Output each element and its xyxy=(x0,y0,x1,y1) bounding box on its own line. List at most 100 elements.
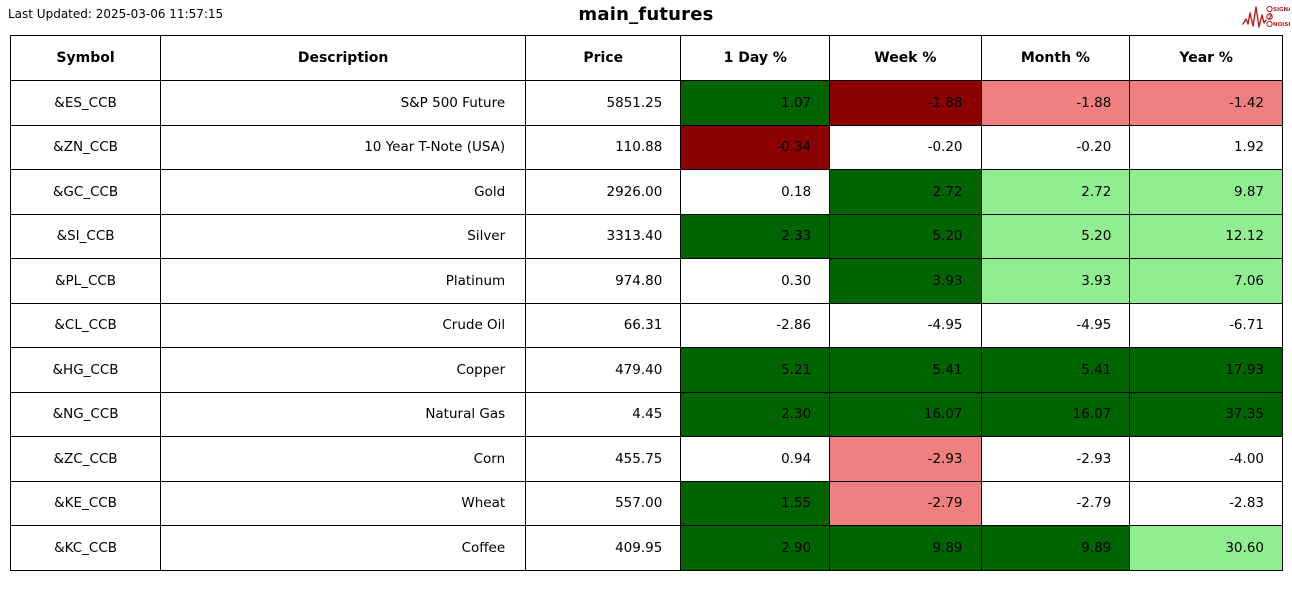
pct-cell-year: 7.06 xyxy=(1129,258,1283,304)
pct-cell-month: 2.72 xyxy=(980,169,1131,215)
price-cell: 455.75 xyxy=(525,436,682,482)
pct-cell-1day: 2.33 xyxy=(680,213,831,259)
pct-cell-week: -2.79 xyxy=(829,480,982,526)
symbol-cell: &GC_CCB xyxy=(9,169,162,215)
description-cell: Wheat xyxy=(160,480,527,526)
symbol-cell: &SI_CCB xyxy=(9,213,162,259)
pct-cell-year: -6.71 xyxy=(1129,302,1283,348)
pct-cell-month: -0.20 xyxy=(980,124,1131,170)
pct-cell-1day: 1.55 xyxy=(680,480,831,526)
pct-cell-year: -4.00 xyxy=(1129,436,1283,482)
description-cell: Natural Gas xyxy=(160,391,527,437)
pct-cell-week: 5.20 xyxy=(829,213,982,259)
page-title: main_futures xyxy=(578,4,714,25)
column-header-week: Week % xyxy=(829,35,982,81)
pct-cell-week: -1.88 xyxy=(829,80,982,126)
pct-cell-1day: 1.07 xyxy=(680,80,831,126)
symbol-cell: &KC_CCB xyxy=(9,525,162,571)
table-row: &KE_CCB Wheat 557.00 1.55 -2.79 -2.79 -2.83 xyxy=(9,480,1283,526)
pct-cell-year: -1.42 xyxy=(1129,80,1283,126)
pct-cell-month: -2.79 xyxy=(980,480,1131,526)
symbol-cell: &HG_CCB xyxy=(9,347,162,393)
pct-cell-month: -1.88 xyxy=(980,80,1131,126)
pct-cell-month: -4.95 xyxy=(980,302,1131,348)
column-header-description: Description xyxy=(160,35,527,81)
price-cell: 2926.00 xyxy=(525,169,682,215)
price-cell: 557.00 xyxy=(525,480,682,526)
table-row: &ES_CCB S&P 500 Future 5851.25 1.07 -1.88 -1.… xyxy=(9,80,1283,126)
price-cell: 479.40 xyxy=(525,347,682,393)
pct-cell-month: 5.41 xyxy=(980,347,1131,393)
pct-cell-week: 16.07 xyxy=(829,391,982,437)
column-header-symbol: Symbol xyxy=(9,35,162,81)
table-row: &NG_CCB Natural Gas 4.45 2.30 16.07 16.07 37.3… xyxy=(9,391,1283,437)
pct-cell-year: 9.87 xyxy=(1129,169,1283,215)
last-updated-label: Last Updated: 2025-03-06 11:57:15 xyxy=(8,7,224,21)
pct-cell-week: 5.41 xyxy=(829,347,982,393)
description-cell: Platinum xyxy=(160,258,527,304)
pct-cell-1day: 0.30 xyxy=(680,258,831,304)
description-cell: S&P 500 Future xyxy=(160,80,527,126)
pct-cell-week: -4.95 xyxy=(829,302,982,348)
description-cell: Gold xyxy=(160,169,527,215)
description-cell: Corn xyxy=(160,436,527,482)
price-cell: 5851.25 xyxy=(525,80,682,126)
svg-text:NOISE: NOISE xyxy=(1273,22,1290,28)
price-cell: 974.80 xyxy=(525,258,682,304)
pct-cell-month: 5.20 xyxy=(980,213,1131,259)
waveform-icon xyxy=(1242,6,1267,28)
pct-cell-month: -2.93 xyxy=(980,436,1131,482)
pct-cell-year: 17.93 xyxy=(1129,347,1283,393)
column-header-year: Year % xyxy=(1129,35,1283,81)
table-row: &KC_CCB Coffee 409.95 2.90 9.89 9.89 30.60 xyxy=(9,525,1283,571)
description-cell: Coffee xyxy=(160,525,527,571)
column-header-price: Price xyxy=(525,35,682,81)
symbol-cell: &ZC_CCB xyxy=(9,436,162,482)
pct-cell-week: -2.93 xyxy=(829,436,982,482)
top-bar: Last Updated: 2025-03-06 11:57:15 main_f… xyxy=(0,0,1292,35)
pct-cell-year: 12.12 xyxy=(1129,213,1283,259)
symbol-cell: &CL_CCB xyxy=(9,302,162,348)
price-cell: 110.88 xyxy=(525,124,682,170)
pct-cell-1day: 0.18 xyxy=(680,169,831,215)
symbol-cell: &NG_CCB xyxy=(9,391,162,437)
price-cell: 409.95 xyxy=(525,525,682,571)
pct-cell-1day: -0.34 xyxy=(680,124,831,170)
column-header-month: Month % xyxy=(980,35,1131,81)
pct-cell-month: 16.07 xyxy=(980,391,1131,437)
pct-cell-year: -2.83 xyxy=(1129,480,1283,526)
table-row: &ZN_CCB 10 Year T-Note (USA) 110.88 -0.34 -0… xyxy=(9,124,1283,170)
table-row: &HG_CCB Copper 479.40 5.21 5.41 5.41 17.93 xyxy=(9,347,1283,393)
pct-cell-week: 3.93 xyxy=(829,258,982,304)
price-cell: 3313.40 xyxy=(525,213,682,259)
svg-text:SIGNAL: SIGNAL xyxy=(1273,7,1290,13)
table-row: &PL_CCB Platinum 974.80 0.30 3.93 3.93 7.06 xyxy=(9,258,1283,304)
price-cell: 66.31 xyxy=(525,302,682,348)
pct-cell-year: 1.92 xyxy=(1129,124,1283,170)
price-cell: 4.45 xyxy=(525,391,682,437)
description-cell: Silver xyxy=(160,213,527,259)
pct-cell-1day: 2.30 xyxy=(680,391,831,437)
pct-cell-1day: 2.90 xyxy=(680,525,831,571)
pct-cell-week: 2.72 xyxy=(829,169,982,215)
pct-cell-year: 37.35 xyxy=(1129,391,1283,437)
description-cell: Crude Oil xyxy=(160,302,527,348)
signal-2-noise-logo: SIGNAL 2 NOISE xyxy=(1242,5,1290,28)
pct-cell-month: 9.89 xyxy=(980,525,1131,571)
description-cell: Copper xyxy=(160,347,527,393)
pct-cell-month: 3.93 xyxy=(980,258,1131,304)
table-row: &CL_CCB Crude Oil 66.31 -2.86 -4.95 -4.95 -6.7… xyxy=(9,302,1283,348)
pct-cell-1day: 5.21 xyxy=(680,347,831,393)
header-row: Symbol Description Price 1 Day % Week % … xyxy=(9,35,1283,81)
table-row: &ZC_CCB Corn 455.75 0.94 -2.93 -2.93 -4.00 xyxy=(9,436,1283,482)
symbol-cell: &ES_CCB xyxy=(9,80,162,126)
pct-cell-year: 30.60 xyxy=(1129,525,1283,571)
symbol-cell: &PL_CCB xyxy=(9,258,162,304)
column-header-1day: 1 Day % xyxy=(680,35,831,81)
futures-table: Symbol Description Price 1 Day % Week % … xyxy=(9,35,1283,571)
symbol-cell: &ZN_CCB xyxy=(9,124,162,170)
table-row: &SI_CCB Silver 3313.40 2.33 5.20 5.20 12.12 xyxy=(9,213,1283,259)
pct-cell-week: -0.20 xyxy=(829,124,982,170)
symbol-cell: &KE_CCB xyxy=(9,480,162,526)
table-row: &GC_CCB Gold 2926.00 0.18 2.72 2.72 9.87 xyxy=(9,169,1283,215)
